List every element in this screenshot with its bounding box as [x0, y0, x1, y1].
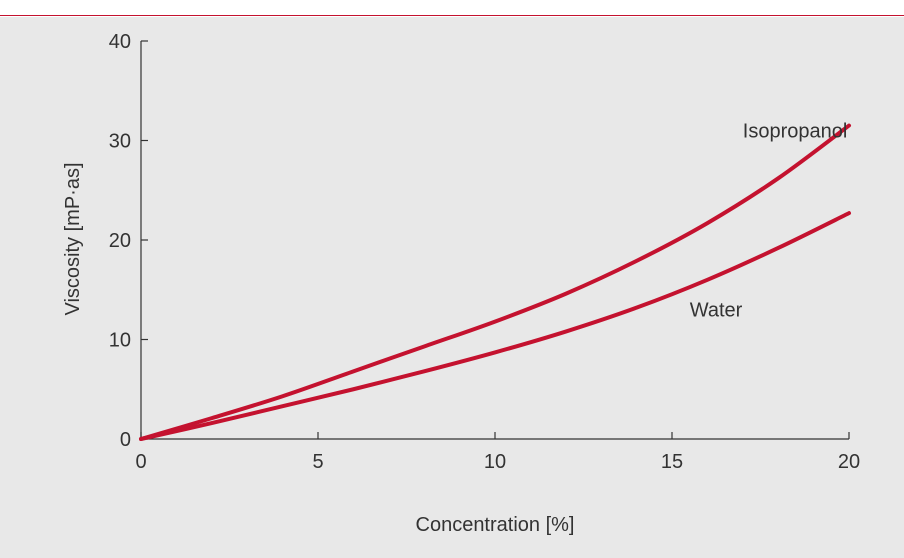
y-tick-label: 10 [109, 330, 131, 352]
viscosity-chart: 0 10 20 30 40 0 5 10 15 20 Isopropanol Water Conce… [62, 31, 860, 536]
series-label-isopropanol: Isopropanol [743, 121, 848, 143]
series-lines [139, 123, 851, 441]
y-tick-label: 20 [109, 230, 131, 252]
axes [140, 41, 849, 440]
series-labels: Isopropanol Water [690, 121, 848, 322]
x-tick-label: 15 [661, 451, 683, 473]
series-label-water: Water [690, 300, 743, 322]
x-tick-label: 5 [312, 451, 323, 473]
series-line-water [139, 211, 851, 441]
ticks: 0 10 20 30 40 0 5 10 15 20 [109, 31, 860, 473]
x-axis-title: Concentration [%] [416, 514, 575, 536]
series-line-isopropanol [139, 123, 851, 441]
x-tick-label: 10 [484, 451, 506, 473]
y-tick-label: 30 [109, 131, 131, 153]
top-caption-strip [0, 0, 904, 16]
chart-panel: 0 10 20 30 40 0 5 10 15 20 Isopropanol Water Conce… [0, 17, 904, 558]
x-tick-label: 0 [135, 451, 146, 473]
x-tick-label: 20 [838, 451, 860, 473]
y-axis-title: Viscosity [mP·as] [62, 163, 84, 316]
y-tick-label: 40 [109, 31, 131, 53]
y-tick-label: 0 [120, 429, 131, 451]
